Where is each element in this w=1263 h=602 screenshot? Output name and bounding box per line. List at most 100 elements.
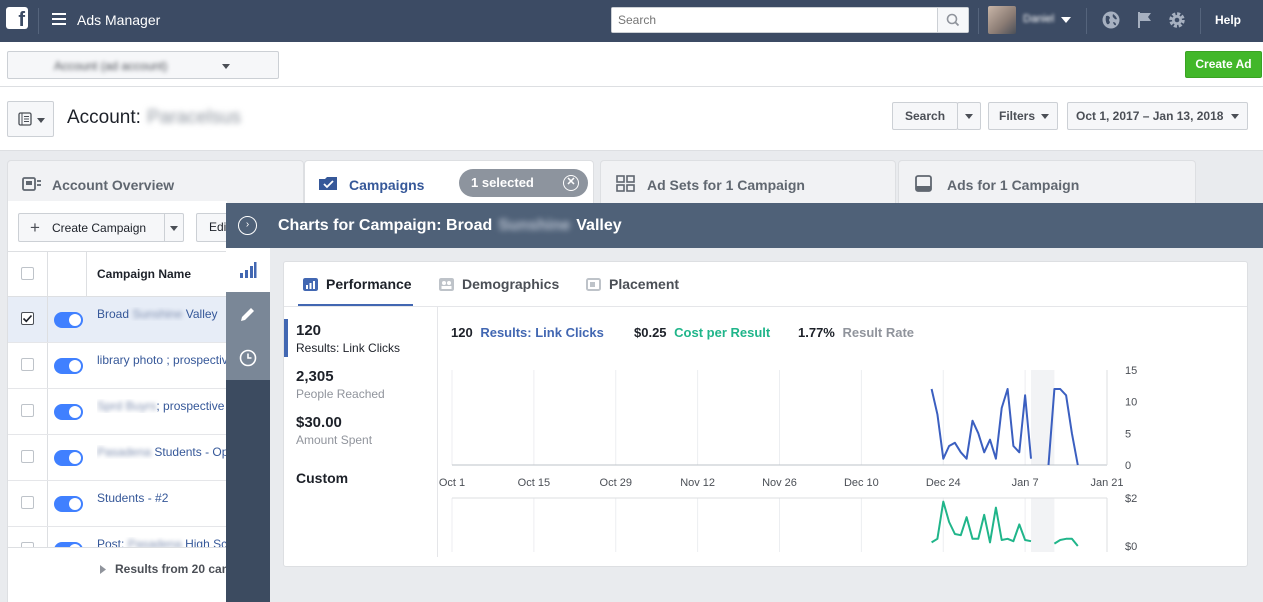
- campaign-name-link[interactable]: Pasadena Students - Ope: [97, 445, 228, 459]
- campaign-toggle[interactable]: [54, 404, 83, 420]
- level-tabs: Account Overview Campaigns Ad Sets for 1…: [0, 151, 1263, 203]
- chevron-down-icon[interactable]: [1061, 17, 1071, 23]
- campaign-icon: [319, 177, 337, 190]
- divider: [47, 343, 48, 388]
- campaign-name-link[interactable]: Broad Sunshine Valley: [97, 307, 218, 321]
- rail-history[interactable]: [226, 336, 270, 380]
- metric-results[interactable]: 120 Results: Link Clicks: [296, 322, 401, 355]
- divider: [1086, 8, 1087, 34]
- tab-account-overview[interactable]: Account Overview: [7, 160, 304, 203]
- search-input[interactable]: [612, 8, 932, 32]
- custom-metrics-link[interactable]: Custom: [296, 470, 349, 486]
- divider: [47, 435, 48, 480]
- campaign-toggle[interactable]: [54, 312, 83, 328]
- row-checkbox[interactable]: [21, 358, 34, 371]
- filters-button[interactable]: Filters: [988, 102, 1058, 130]
- column-header-campaign-name[interactable]: Campaign Name: [97, 267, 192, 281]
- campaign-name-link[interactable]: Post: Pasadena High Sc: [97, 537, 228, 547]
- row-checkbox[interactable]: [21, 542, 34, 547]
- campaign-name-link[interactable]: Students - #2: [97, 491, 169, 505]
- table-row[interactable]: Students - #2: [8, 481, 228, 527]
- account-selector[interactable]: Account (ad account): [7, 51, 279, 79]
- campaign-table: + Create Campaign Edi Campaign Name Broa…: [7, 201, 236, 602]
- selected-metric-indicator: [284, 319, 288, 357]
- campaign-name-link[interactable]: Sprd Buyrs; prospective: [97, 399, 225, 413]
- table-row[interactable]: Post: Pasadena High Sc: [8, 527, 228, 547]
- campaign-toggle[interactable]: [54, 358, 83, 374]
- search-filter-dropdown[interactable]: [957, 102, 981, 130]
- divider: [978, 8, 979, 34]
- gear-icon[interactable]: [1167, 10, 1187, 30]
- charts-panel-header: › Charts for Campaign: Broad Sunshine Vall…: [226, 203, 1263, 248]
- legend-cost-per-result: $0.25 Cost per Result: [634, 325, 771, 340]
- metric-people-reached[interactable]: 2,305 People Reached: [296, 368, 385, 401]
- tab-label: Account Overview: [52, 177, 175, 193]
- bar-chart-icon: [240, 262, 257, 278]
- hamburger-menu-icon[interactable]: [52, 13, 66, 25]
- results-summary-label: Results from 20 cam: [115, 562, 233, 576]
- search-filter-button[interactable]: Search: [892, 102, 958, 130]
- chart-card: Performance Demographics Placement 120 Re…: [283, 261, 1248, 567]
- row-checkbox[interactable]: [21, 496, 34, 509]
- campaign-toggle[interactable]: [54, 450, 83, 466]
- select-all-checkbox[interactable]: [21, 267, 34, 280]
- table-row[interactable]: Pasadena Students - Ope: [8, 435, 228, 481]
- row-checkbox[interactable]: [21, 450, 34, 463]
- row-checkbox[interactable]: [21, 404, 34, 417]
- selected-count-badge[interactable]: 1 selected ✕: [459, 169, 588, 197]
- x-tick-label: Jan 7: [1012, 477, 1039, 489]
- panel-side-rail: [226, 248, 270, 602]
- x-tick-label: Dec 10: [844, 477, 879, 489]
- globe-icon[interactable]: [1101, 10, 1121, 30]
- chevron-down-icon: [222, 64, 230, 69]
- global-search: [611, 7, 969, 33]
- incomplete-data-band: [1030, 498, 1055, 552]
- clear-selection-icon[interactable]: ✕: [563, 175, 579, 191]
- help-link[interactable]: Help: [1215, 13, 1242, 27]
- app-title[interactable]: Ads Manager: [77, 12, 161, 28]
- table-header: Campaign Name: [8, 251, 228, 297]
- tab-ad-sets[interactable]: Ad Sets for 1 Campaign: [600, 160, 896, 203]
- clock-icon: [239, 349, 257, 367]
- charts-panel: › Charts for Campaign: Broad Sunshine Vall…: [226, 203, 1263, 602]
- chevron-down-icon: [37, 118, 45, 123]
- divider: [86, 252, 87, 296]
- create-campaign-dropdown[interactable]: [164, 214, 184, 241]
- metric-amount-spent[interactable]: $30.00 Amount Spent: [296, 414, 373, 447]
- row-checkbox-checked[interactable]: [21, 312, 34, 325]
- user-name[interactable]: Daniel: [1023, 13, 1055, 25]
- campaign-toggle[interactable]: [54, 496, 83, 512]
- subtab-demographics[interactable]: Demographics: [462, 276, 560, 292]
- chevron-down-icon: [965, 114, 973, 119]
- facebook-logo-icon[interactable]: f: [6, 7, 28, 29]
- x-tick-label: Oct 1: [439, 477, 465, 489]
- rail-edit[interactable]: [226, 292, 270, 336]
- filters-label: Filters: [999, 109, 1036, 123]
- view-menu-button[interactable]: [7, 101, 54, 137]
- ad-icon: [915, 175, 932, 192]
- page-title: Account: Paracelsus: [67, 107, 241, 129]
- subtab-performance[interactable]: Performance: [326, 276, 412, 292]
- table-row[interactable]: library photo ; prospective: [8, 343, 228, 389]
- charts-panel-title: Charts for Campaign: Broad Sunshine Valley: [278, 217, 622, 234]
- create-campaign-label: Create Campaign: [52, 221, 147, 235]
- divider: [47, 252, 48, 296]
- date-range-picker[interactable]: Oct 1, 2017 – Jan 13, 2018: [1067, 102, 1248, 130]
- search-button[interactable]: [937, 8, 968, 32]
- campaign-toggle[interactable]: [54, 542, 83, 547]
- campaign-name-link[interactable]: library photo ; prospective: [97, 353, 228, 367]
- avatar[interactable]: [988, 6, 1016, 34]
- subtab-placement[interactable]: Placement: [609, 276, 680, 292]
- collapse-panel-icon[interactable]: ›: [238, 216, 257, 235]
- table-row[interactable]: Broad Sunshine Valley: [8, 297, 228, 343]
- create-ad-button[interactable]: Create Ad: [1185, 51, 1262, 78]
- results-summary-row[interactable]: Results from 20 cam: [8, 547, 232, 587]
- checkmark-icon: [22, 314, 33, 323]
- create-campaign-button[interactable]: + Create Campaign: [18, 213, 184, 242]
- table-row[interactable]: Sprd Buyrs; prospective: [8, 389, 228, 435]
- flag-icon[interactable]: [1135, 10, 1155, 30]
- top-bar: f Ads Manager Daniel Help: [0, 0, 1263, 42]
- demographics-icon: [439, 278, 454, 291]
- tab-ads[interactable]: Ads for 1 Campaign: [898, 160, 1196, 203]
- rail-charts[interactable]: [226, 248, 270, 292]
